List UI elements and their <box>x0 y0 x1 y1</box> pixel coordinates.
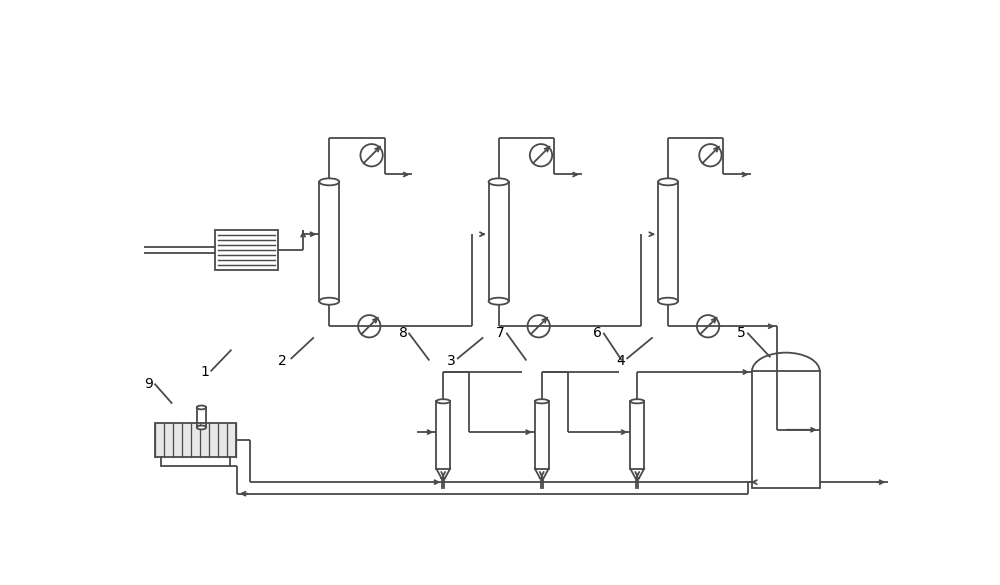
Ellipse shape <box>658 178 678 185</box>
Text: 6: 6 <box>593 326 602 340</box>
Text: 7: 7 <box>496 326 504 340</box>
Ellipse shape <box>658 298 678 305</box>
Bar <box>436 401 450 469</box>
Text: 8: 8 <box>399 326 407 340</box>
Text: 1: 1 <box>201 365 210 379</box>
Bar <box>215 229 278 270</box>
Ellipse shape <box>630 399 644 404</box>
Text: 5: 5 <box>737 326 746 340</box>
Text: 3: 3 <box>447 354 456 368</box>
Text: 9: 9 <box>144 377 153 391</box>
Bar <box>319 182 339 301</box>
Text: 4: 4 <box>616 354 625 368</box>
Ellipse shape <box>489 178 509 185</box>
Ellipse shape <box>197 425 206 429</box>
Ellipse shape <box>319 298 339 305</box>
Bar <box>535 401 549 469</box>
Ellipse shape <box>436 399 450 404</box>
Bar <box>658 182 678 301</box>
Ellipse shape <box>319 178 339 185</box>
Bar <box>752 371 820 488</box>
Ellipse shape <box>489 298 509 305</box>
Ellipse shape <box>197 405 206 410</box>
Ellipse shape <box>535 399 549 404</box>
Text: 2: 2 <box>278 354 286 368</box>
Bar <box>489 182 509 301</box>
Bar <box>155 423 236 457</box>
Bar <box>630 401 644 469</box>
